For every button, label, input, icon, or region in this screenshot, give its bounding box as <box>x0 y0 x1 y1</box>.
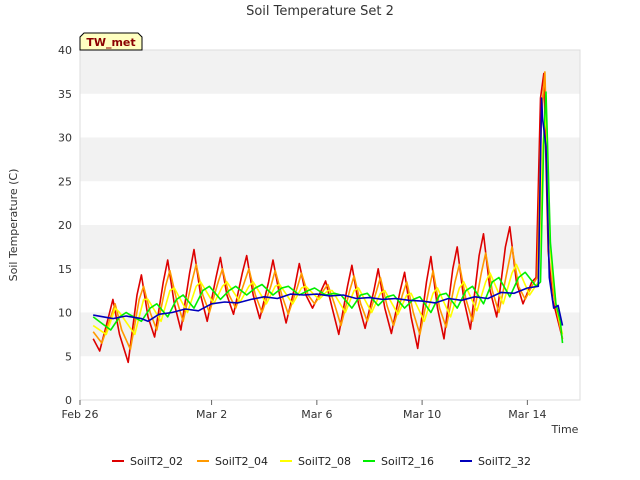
x-axis-title: Time <box>551 423 579 436</box>
y-tick-label: 30 <box>58 132 72 145</box>
y-axis-title: Soil Temperature (C) <box>7 169 20 282</box>
series-line-soilt2-32 <box>93 97 564 326</box>
plot-band <box>80 50 580 94</box>
y-tick-label: 15 <box>58 263 72 276</box>
legend-label: SoilT2_08 <box>298 455 351 468</box>
legend-label: SoilT2_32 <box>478 455 531 468</box>
y-tick-label: 20 <box>58 219 72 232</box>
series-line-soilt2-16 <box>92 91 564 344</box>
legend-label: SoilT2_16 <box>381 455 434 468</box>
series-line-soilt2-04 <box>92 71 564 351</box>
series-line-soilt2-08 <box>92 110 564 336</box>
y-tick-label: 5 <box>65 350 72 363</box>
plot-band <box>80 356 580 400</box>
plot-band <box>80 181 580 225</box>
legend: SoilT2_02 SoilT2_04 SoilT2_08 SoilT2_16 Soil… <box>112 455 531 468</box>
x-axis-ticks: Feb 26 Mar 2 Mar 6 Mar 10 Mar 14 <box>62 400 546 421</box>
plot-frame <box>79 49 581 401</box>
series-lines <box>92 71 564 364</box>
badge-label: TW_met <box>86 36 135 49</box>
series-line-soilt2-02 <box>92 72 564 364</box>
y-tick-label: 25 <box>58 175 72 188</box>
plot-background-bands <box>80 50 580 400</box>
y-tick-label: 35 <box>58 88 72 101</box>
chart-title: Soil Temperature Set 2 <box>246 4 394 19</box>
plot-band <box>80 93 580 138</box>
y-tick-label: 40 <box>58 44 72 57</box>
plot-band <box>80 312 580 357</box>
y-axis-ticks: 0 5 10 15 20 25 30 35 40 <box>58 44 72 407</box>
y-tick-label: 10 <box>58 307 72 320</box>
plot-band <box>80 137 580 182</box>
x-tick-label: Mar 10 <box>403 408 441 421</box>
legend-label: SoilT2_04 <box>215 455 268 468</box>
plot-band <box>80 225 580 269</box>
legend-label: SoilT2_02 <box>130 455 183 468</box>
y-tick-label: 0 <box>65 394 72 407</box>
badge-shape <box>79 32 143 51</box>
tw-met-badge: TW_met <box>79 32 143 51</box>
x-tick-label: Mar 6 <box>301 408 332 421</box>
x-tick-label: Mar 14 <box>508 408 546 421</box>
x-tick-label: Mar 2 <box>196 408 227 421</box>
x-tick-label: Feb 26 <box>62 408 99 421</box>
